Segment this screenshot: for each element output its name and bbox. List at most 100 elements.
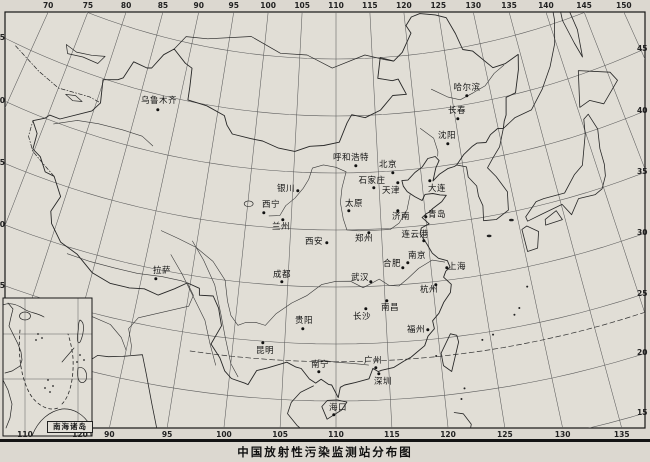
station-dot	[396, 181, 400, 185]
station-dot	[369, 280, 373, 284]
left-axis-label: 35	[0, 158, 5, 168]
station-label: 青岛	[427, 209, 447, 220]
station-dot	[374, 366, 378, 370]
top-axis-label: 110	[328, 1, 344, 10]
top-axis-label: 90	[193, 1, 204, 10]
top-axis-label: 105	[294, 1, 310, 10]
bottom-axis-label: 130	[554, 429, 571, 439]
left-axis-label: 45	[0, 33, 5, 43]
station-dot	[281, 218, 285, 222]
station-dot	[377, 372, 381, 376]
station-dot	[401, 266, 405, 270]
top-axis-label: 125	[430, 1, 447, 10]
station-dot	[422, 239, 426, 243]
right-axis-label: 40	[637, 105, 648, 115]
inset-axis-label: 120	[72, 429, 88, 439]
station-dot	[296, 189, 300, 193]
right-axis-label: 25	[637, 288, 648, 298]
station-dot	[367, 231, 371, 235]
station-label: 西安	[304, 236, 324, 247]
station-label: 成都	[272, 269, 292, 280]
station-dot	[364, 307, 368, 311]
station-label: 深圳	[373, 376, 393, 387]
station-label: 石家庄	[358, 175, 386, 186]
top-axis-label: 150	[615, 1, 632, 10]
station-dot	[156, 108, 160, 112]
top-axis-label: 100	[260, 1, 276, 10]
bottom-axis-label: 115	[384, 429, 400, 439]
station-label: 北京	[378, 159, 398, 170]
bottom-axis-label: 120	[440, 429, 456, 439]
top-axis-label: 80	[120, 1, 132, 10]
station-label: 郑州	[354, 233, 374, 244]
station-label: 长春	[447, 105, 467, 116]
station-dot	[301, 327, 305, 331]
top-axis-label: 70	[42, 1, 54, 10]
right-axis-label: 20	[637, 348, 648, 358]
top-axis-label: 135	[501, 1, 517, 10]
station-label: 济南	[391, 211, 411, 222]
station-dot	[396, 209, 400, 213]
station-label: 南京	[407, 250, 427, 261]
station-label: 拉萨	[152, 265, 172, 276]
right-axis-label: 45	[637, 43, 648, 53]
bottom-axis-label: 100	[216, 429, 232, 439]
station-dot	[426, 328, 430, 332]
inset-axis-label: 110	[17, 429, 33, 439]
station-label: 南昌	[380, 302, 400, 313]
station-label: 南宁	[310, 359, 330, 370]
station-dot	[261, 341, 265, 345]
station-dot	[354, 164, 358, 168]
bottom-axis-label: 95	[161, 429, 173, 439]
bottom-axis-label: 110	[328, 429, 344, 439]
station-label: 合肥	[382, 258, 402, 269]
station-dot	[385, 299, 389, 303]
bottom-axis-label: 125	[497, 429, 513, 439]
inset-title-box: 南海诸岛	[47, 421, 93, 433]
top-axis-label: 95	[228, 1, 239, 10]
station-label: 广州	[363, 355, 383, 366]
station-dot	[456, 117, 460, 121]
station-dot	[424, 215, 428, 219]
station-dot	[446, 142, 450, 146]
top-axis-label: 75	[82, 1, 94, 10]
left-axis-label: 30	[0, 219, 5, 229]
station-label: 银川	[276, 183, 296, 194]
station-dot	[445, 266, 449, 270]
station-dot	[154, 277, 158, 281]
top-axis-label: 140	[538, 1, 554, 10]
station-dot	[465, 94, 469, 98]
station-dot	[332, 413, 336, 417]
station-dot	[262, 211, 266, 215]
station-label: 上海	[447, 261, 467, 272]
bottom-axis-label: 105	[272, 429, 288, 439]
station-dot	[280, 280, 284, 284]
right-axis-label: 15	[637, 408, 648, 418]
bottom-axis-label: 135	[613, 429, 630, 439]
station-dot	[347, 209, 351, 213]
station-dot	[391, 171, 395, 175]
station-dot	[406, 261, 410, 265]
station-label: 太原	[344, 198, 364, 209]
station-dot	[372, 186, 376, 190]
station-label: 长沙	[352, 311, 372, 322]
top-axis-label: 120	[396, 1, 412, 10]
left-axis-label: 25	[0, 280, 5, 290]
right-axis-label: 30	[637, 228, 648, 238]
station-dot	[428, 179, 432, 183]
station-label: 兰州	[271, 221, 291, 232]
station-label: 贵阳	[294, 315, 314, 326]
station-dot	[317, 370, 321, 374]
station-label: 大连	[427, 183, 447, 194]
station-label: 武汉	[350, 272, 370, 283]
station-label: 杭州	[419, 284, 439, 295]
station-label: 哈尔滨	[453, 82, 481, 93]
station-label: 西宁	[261, 199, 281, 210]
station-label: 连云港	[401, 229, 429, 240]
station-label: 昆明	[255, 345, 275, 356]
top-axis-label: 115	[362, 1, 378, 10]
right-axis-label: 35	[637, 167, 648, 177]
left-axis-label: 40	[0, 96, 5, 106]
top-axis-label: 130	[465, 1, 482, 10]
